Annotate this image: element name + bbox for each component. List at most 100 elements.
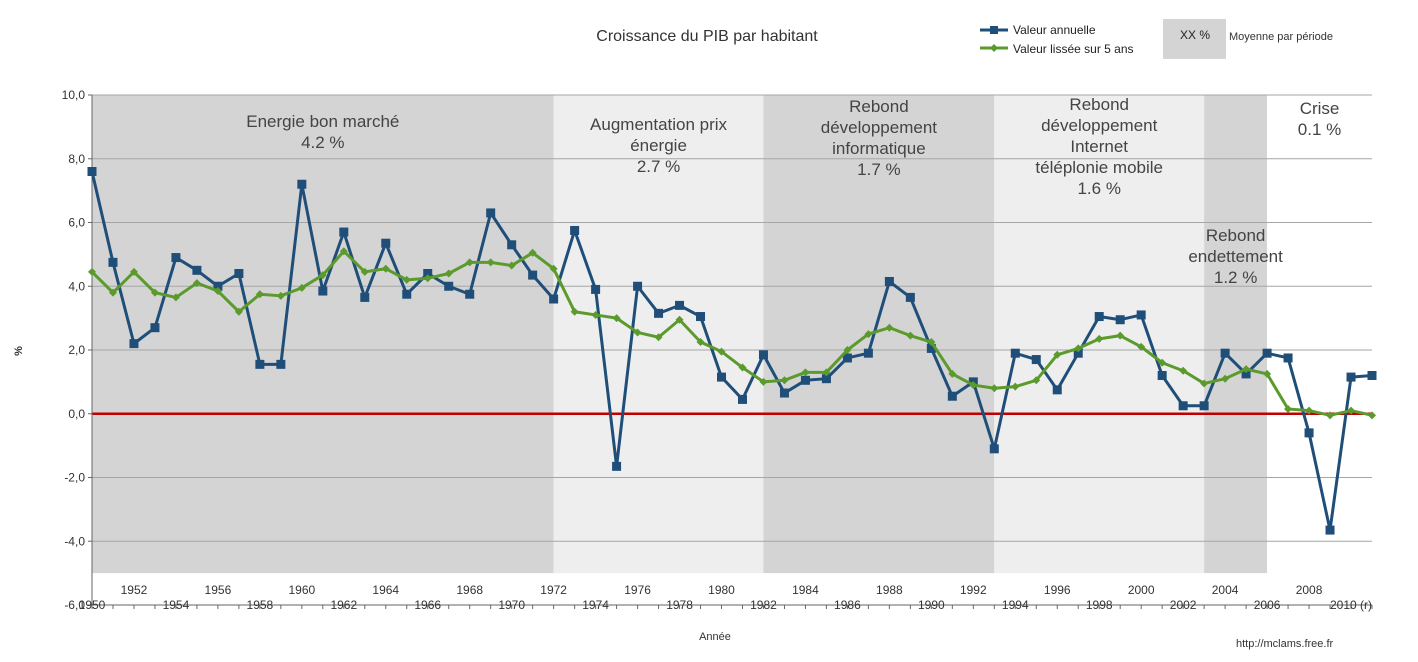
data-point-smoothed (1053, 350, 1062, 359)
data-point-smoothed (339, 247, 348, 256)
period-band-5 (1267, 95, 1372, 574)
x-tick-label: 1990 (918, 598, 945, 612)
data-point-smoothed (1074, 344, 1083, 353)
data-point-annual (423, 269, 433, 278)
data-point-smoothed (108, 288, 117, 297)
data-point-annual (758, 350, 768, 360)
data-point-smoothed (1011, 382, 1020, 391)
x-tick-label: 1992 (960, 583, 987, 597)
period-label-3: téléplonie mobile (1035, 158, 1163, 177)
data-point-smoothed (255, 290, 264, 299)
legend-period-label: Moyenne par période (1229, 31, 1333, 43)
data-point-smoothed (276, 291, 285, 300)
period-label-0: Energie bon marché (246, 112, 399, 131)
data-point-annual (1367, 371, 1377, 380)
y-tick-label: -6,0 (64, 598, 85, 612)
period-label-2: informatique (832, 139, 926, 158)
x-tick-label: 1966 (414, 598, 441, 612)
x-tick-label: 1970 (498, 598, 525, 612)
data-point-smoothed (759, 377, 768, 386)
data-point-annual (444, 281, 454, 291)
period-label-2: développement (821, 118, 938, 137)
data-point-smoothed (1116, 331, 1125, 340)
data-point-smoothed (150, 288, 159, 297)
data-point-smoothed (948, 369, 957, 378)
data-point-annual (570, 225, 580, 235)
x-tick-label: 1972 (540, 583, 567, 597)
data-point-annual (717, 372, 727, 382)
data-point-smoothed (1095, 334, 1104, 343)
data-point-annual (1346, 372, 1356, 382)
data-point-smoothed (1305, 406, 1314, 415)
data-point-annual (276, 359, 286, 369)
data-point-smoothed (1326, 411, 1335, 420)
series-line-0 (90, 171, 1373, 532)
period-bands (92, 95, 1372, 574)
data-point-annual (633, 281, 643, 291)
data-point-smoothed (1347, 406, 1356, 415)
x-tick-label: 2004 (1212, 583, 1239, 597)
period-label-2: 1.7 % (857, 160, 900, 179)
data-point-smoothed (570, 307, 579, 316)
legend: Valeur annuelle Valeur lissée sur 5 ans … (980, 19, 1333, 59)
period-band-0 (92, 95, 554, 574)
data-point-annual (1115, 315, 1125, 325)
data-point-annual (1157, 371, 1167, 380)
data-point-smoothed (1179, 366, 1188, 375)
data-point-smoothed (864, 330, 873, 339)
data-point-annual (696, 312, 706, 322)
data-point-smoothed (1221, 374, 1230, 383)
data-point-annual (339, 227, 349, 237)
x-tick-label: 2002 (1170, 598, 1197, 612)
data-point-annual (402, 289, 412, 299)
period-band-4 (1204, 95, 1268, 574)
data-point-smoothed (171, 293, 180, 302)
data-point-annual (150, 323, 160, 333)
period-label-5: 0.1 % (1298, 120, 1341, 139)
x-axis-label: Année (699, 631, 731, 643)
data-point-smoothed (696, 338, 705, 347)
y-tick-label: 8,0 (68, 152, 85, 166)
data-point-smoothed (822, 368, 831, 377)
data-point-annual (507, 240, 517, 250)
data-point-annual (528, 270, 538, 280)
x-tick-label: 1984 (792, 583, 819, 597)
data-point-annual (1031, 355, 1041, 365)
data-point-annual (1136, 310, 1146, 320)
x-tick-label: 2006 (1254, 598, 1281, 612)
data-point-annual (549, 294, 559, 304)
data-point-annual (297, 179, 307, 189)
y-tick-label: -2,0 (64, 471, 85, 485)
chart-title: Croissance du PIB par habitant (596, 28, 818, 45)
x-tick-label: 1982 (750, 598, 777, 612)
data-point-smoothed (381, 264, 390, 273)
x-tick-label: 1986 (834, 598, 861, 612)
data-point-smoothed (234, 307, 243, 316)
period-label-1: Augmentation prix (590, 115, 728, 134)
data-point-annual (360, 292, 370, 302)
data-point-annual (1178, 401, 1188, 411)
x-tick-label: 2000 (1128, 583, 1155, 597)
legend-marker-smoothed (990, 44, 998, 52)
data-point-smoothed (906, 331, 915, 340)
data-point-smoothed (423, 274, 432, 283)
x-tick-label: 1976 (624, 583, 651, 597)
x-tick-label: 1964 (372, 583, 399, 597)
period-band-2 (763, 95, 995, 574)
data-point-smoothed (1137, 342, 1146, 351)
data-point-annual (779, 388, 789, 398)
data-point-annual (171, 253, 181, 263)
y-tick-label: 6,0 (68, 216, 85, 230)
data-point-annual (255, 359, 265, 369)
period-label-3: Internet (1070, 137, 1128, 156)
data-point-smoothed (591, 310, 600, 319)
data-point-annual (821, 374, 831, 384)
x-tick-label: 1978 (666, 598, 693, 612)
data-point-smoothed (129, 267, 138, 276)
data-point-annual (318, 286, 328, 296)
x-tick-label: 1952 (121, 583, 148, 597)
legend-period-box-text: XX % (1180, 28, 1210, 42)
legend-label-annual: Valeur annuelle (1013, 23, 1096, 37)
data-point-annual (591, 284, 601, 294)
